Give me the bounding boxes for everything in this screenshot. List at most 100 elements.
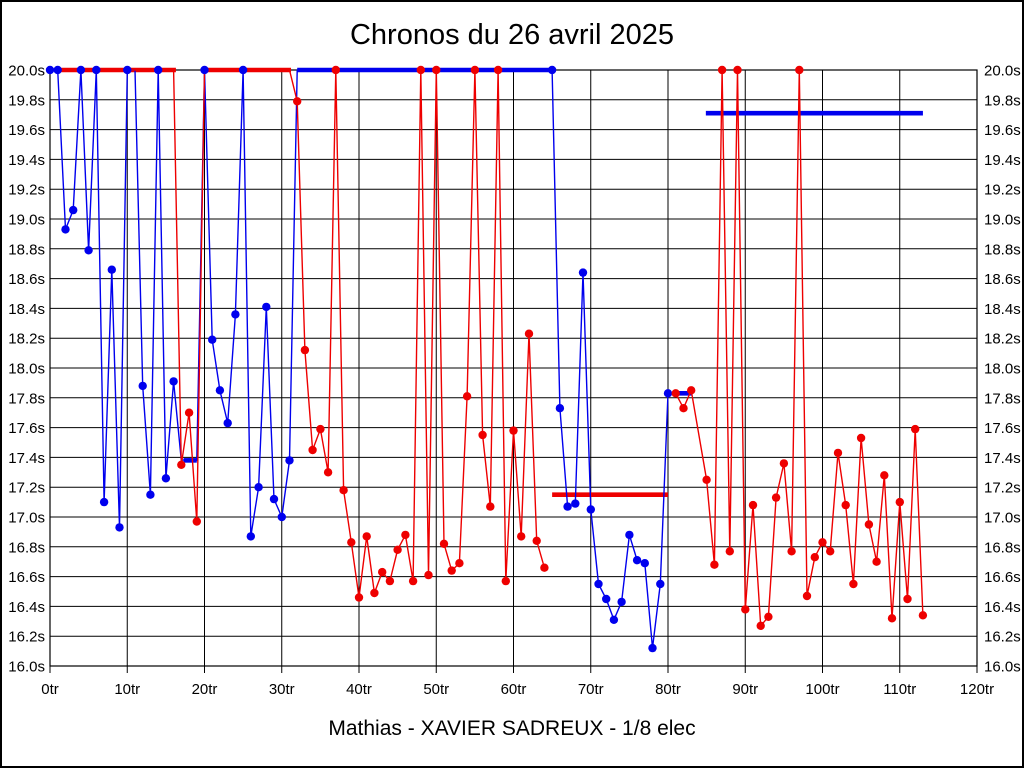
data-point-red [439, 539, 449, 548]
data-point-blue [107, 265, 117, 274]
data-point-blue [571, 499, 580, 508]
y-tick-label-left: 19.0s [8, 212, 45, 229]
data-point-red [856, 433, 866, 443]
data-point-blue [146, 490, 155, 499]
x-tick-label: 110tr [883, 681, 916, 698]
data-point-red [756, 621, 765, 630]
data-point-red [887, 614, 897, 623]
y-tick-label-right: 16.6s [984, 569, 1021, 586]
data-point-red [293, 97, 302, 106]
y-tick-label-left: 19.4s [8, 152, 45, 169]
data-point-red [818, 538, 827, 547]
data-point-red [354, 593, 364, 602]
data-point-blue [547, 65, 557, 75]
data-point-red [447, 566, 456, 575]
x-tick-label: 100tr [805, 681, 839, 698]
data-point-blue [84, 246, 93, 255]
y-tick-label-right: 18.6s [984, 271, 1021, 288]
y-tick-label-left: 17.8s [8, 390, 45, 407]
data-point-red [810, 553, 819, 562]
data-point-red [710, 560, 719, 569]
data-point-blue [215, 386, 225, 395]
data-point-red [347, 538, 356, 547]
x-tick-label: 10tr [114, 681, 140, 698]
y-tick-label-right: 17.4s [984, 450, 1021, 467]
series-line-red [675, 69, 924, 627]
data-point-blue [92, 65, 101, 75]
data-point-blue [208, 335, 217, 344]
data-point-red [416, 65, 425, 75]
data-point-red [362, 532, 371, 541]
y-tick-label-right: 16.2s [984, 629, 1021, 646]
y-tick-label-left: 18.6s [8, 271, 45, 288]
data-point-blue [61, 225, 70, 234]
y-tick-label-right: 16.8s [984, 539, 1021, 556]
data-point-red [717, 65, 727, 75]
data-point-red [323, 468, 333, 477]
data-point-blue [115, 523, 124, 532]
y-tick-label-left: 16.4s [8, 599, 45, 616]
data-point-red [918, 611, 928, 620]
data-point-red [308, 445, 317, 455]
data-point-blue [154, 65, 163, 75]
y-tick-label-right: 16.0s [984, 659, 1021, 676]
data-point-blue [53, 65, 62, 75]
data-point-red [872, 557, 881, 566]
y-tick-label-right: 19.8s [984, 92, 1021, 109]
data-point-red [524, 329, 534, 338]
data-point-red [462, 392, 472, 401]
x-tick-label: 30tr [269, 681, 295, 698]
x-tick-label: 20tr [192, 681, 218, 698]
data-point-blue [625, 530, 634, 540]
data-point-red [895, 497, 904, 507]
data-point-red [702, 475, 711, 484]
data-point-blue [231, 310, 240, 319]
data-point-red [779, 459, 789, 468]
x-tick-label: 50tr [423, 681, 449, 698]
data-point-red [764, 612, 773, 621]
page-title: Chronos du 26 avril 2025 [349, 19, 675, 51]
data-point-red [501, 576, 510, 586]
data-point-blue [285, 456, 294, 465]
y-tick-label-left: 19.6s [8, 122, 45, 139]
y-tick-label-left: 16.6s [8, 569, 45, 586]
y-tick-label-right: 17.6s [984, 420, 1021, 437]
y-tick-label-right: 19.2s [984, 182, 1021, 199]
data-point-blue [609, 615, 619, 624]
x-tick-label: 70tr [578, 681, 604, 698]
data-point-red [741, 605, 750, 614]
data-point-red [911, 424, 920, 434]
y-tick-label-left: 18.2s [8, 331, 45, 348]
data-point-red [192, 517, 201, 526]
data-point-red [470, 65, 480, 75]
x-tick-label: 0tr [41, 681, 59, 698]
y-tick-label-left: 16.2s [8, 629, 45, 646]
data-point-blue [254, 483, 263, 492]
data-point-red [540, 563, 549, 572]
y-tick-label-left: 16.8s [8, 539, 45, 556]
data-point-red [424, 570, 433, 580]
y-tick-label-left: 20.0s [8, 63, 45, 80]
y-tick-label-left: 16.0s [8, 659, 45, 676]
x-tick-label: 120tr [960, 681, 994, 698]
x-tick-label: 80tr [655, 681, 681, 698]
y-tick-label-right: 20.0s [984, 63, 1021, 80]
data-point-red [378, 567, 387, 577]
y-tick-label-right: 16.4s [984, 599, 1021, 616]
data-point-blue [161, 474, 171, 483]
data-point-red [787, 547, 796, 556]
data-point-red [833, 448, 843, 458]
y-tick-label-left: 19.8s [8, 92, 45, 109]
data-point-red [300, 345, 310, 355]
data-point-blue [602, 594, 611, 604]
data-point-red [478, 430, 487, 440]
data-point-blue [45, 65, 55, 75]
data-point-blue [277, 512, 286, 522]
x-tick-label: 90tr [732, 681, 758, 698]
data-point-blue [578, 268, 588, 277]
data-point-blue [200, 65, 209, 75]
data-point-red [532, 536, 541, 545]
data-point-blue [648, 643, 657, 653]
y-tick-label-right: 19.6s [984, 122, 1021, 139]
